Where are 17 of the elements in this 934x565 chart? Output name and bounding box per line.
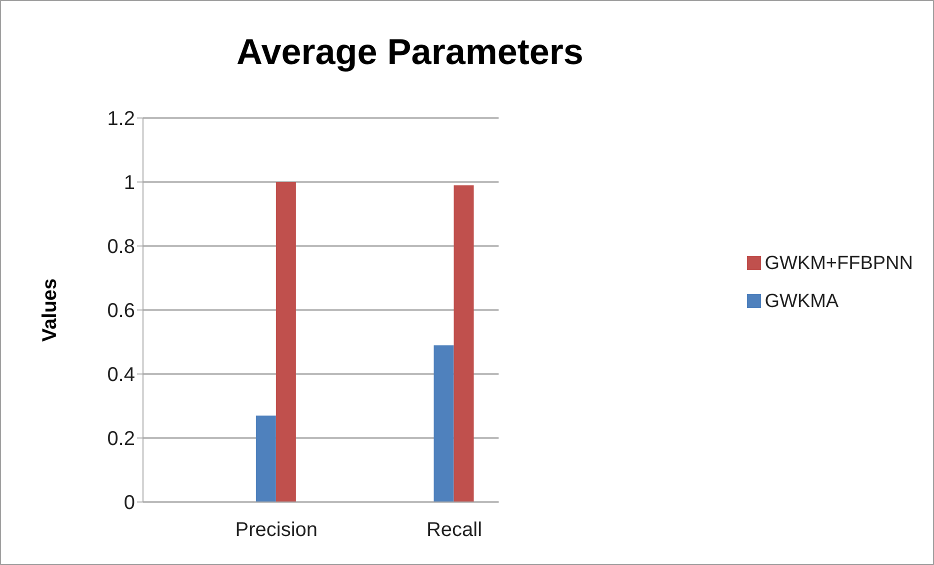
- y-axis-title: Values: [39, 278, 62, 342]
- legend-label: GWKMA: [764, 290, 839, 312]
- chart-title: Average Parameters: [236, 31, 584, 73]
- bar: [454, 185, 474, 502]
- bar: [434, 345, 454, 502]
- bar: [256, 416, 276, 502]
- bar: [276, 182, 296, 502]
- y-tick-label: 0.2: [107, 428, 135, 450]
- y-tick-label: 1: [124, 172, 135, 194]
- y-tick-label: 0.4: [107, 364, 135, 386]
- x-tick-label: Recall: [426, 519, 482, 542]
- legend-label: GWKM+FFBPNN: [764, 252, 913, 274]
- y-tick-label: 0.6: [107, 300, 135, 322]
- x-tick-label: Precision: [235, 519, 318, 542]
- y-tick-label: 1.2: [107, 108, 135, 130]
- y-tick-label: 0: [124, 492, 135, 514]
- y-tick-label: 0.8: [107, 236, 135, 258]
